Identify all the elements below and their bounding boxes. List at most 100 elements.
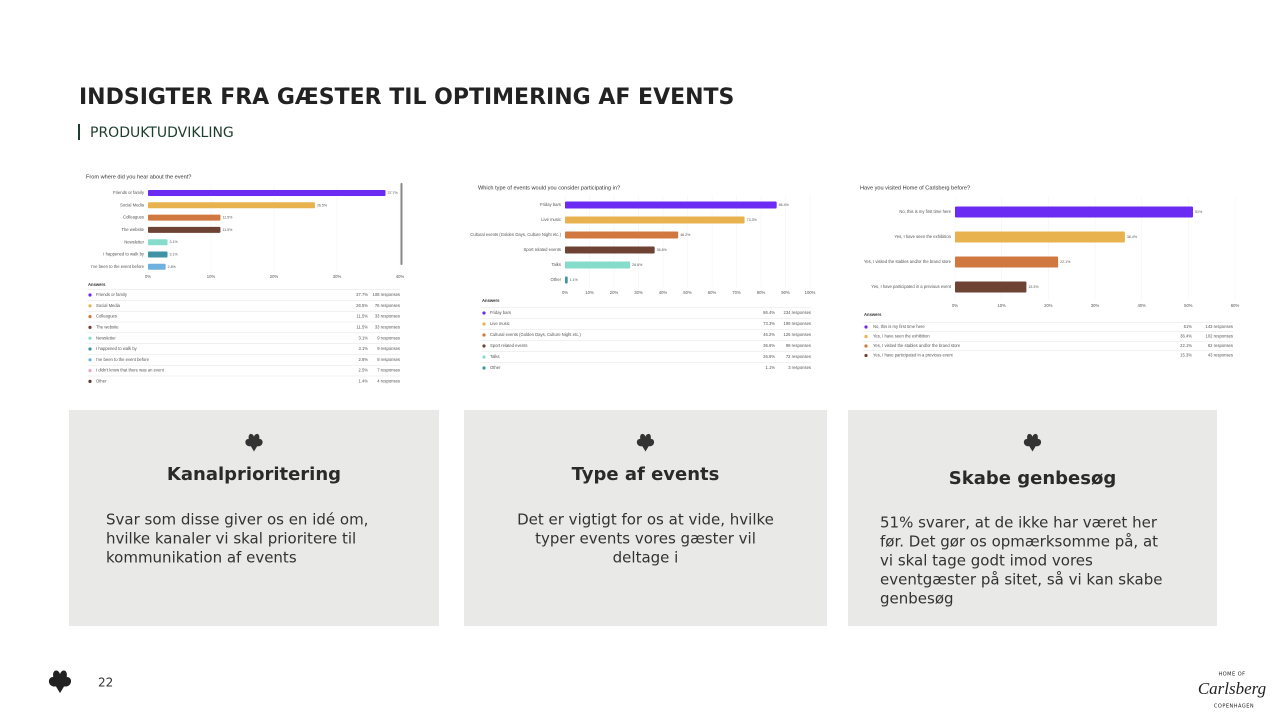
bar [565,276,568,284]
table-header: Answers [864,312,882,317]
table-responses: 33 responses [375,314,400,319]
table-percent: 46.2% [763,332,775,337]
table-header: Answers [482,298,500,303]
chart-title: From where did you hear about the event? [86,174,191,180]
value-label: 11.5% [222,228,233,232]
bar [148,251,168,258]
logo-top: HOME OF [1218,672,1245,678]
bar [148,214,221,221]
bar [565,261,631,269]
card-text: typer events vores gæster vil [535,530,756,548]
card-text: hvilke kanaler vi skal prioritere til [106,530,356,548]
table-responses: 4 responses [377,379,400,384]
category-label: Yes, I visited the stables and/or the br… [864,259,952,264]
card-text: deltage i [613,549,679,567]
legend-dot [864,344,868,348]
slide-subtitle: PRODUKTUDVIKLING [90,125,234,141]
table-answer: Friday bars [490,310,511,315]
value-label: 22.1% [1060,260,1071,264]
card-text: før. Det gør os opmærksomme på, at [880,533,1158,551]
table-percent: 15.3% [1180,353,1192,358]
category-label: I've been to the event before [91,264,145,269]
card-text: 51% svarer, at de ikke har været her [880,514,1158,532]
x-tick-label: 10% [997,303,1006,308]
category-label: Live music [541,217,561,222]
x-tick-label: 20% [270,274,279,279]
table-responses: 7 responses [377,368,400,373]
table-responses: 43 responses [1208,353,1233,358]
value-label: 86.4% [779,203,790,207]
table-answer: The website [96,325,119,330]
bar [565,216,745,224]
x-tick-label: 100% [805,290,816,295]
table-answer: I didn't know that there was an event [96,368,165,373]
table-answer: Yes, I have participated in a previous e… [873,353,954,358]
table-percent: 26.6% [763,354,775,359]
bar [148,190,386,196]
table-answer: Newsletter [96,335,116,340]
value-label: 36.4% [1127,235,1138,239]
table-percent: 2.8% [358,357,368,362]
bar [955,206,1193,218]
logo-bottom: COPENHAGEN [1214,704,1254,710]
table-answer: Other [490,365,501,370]
hop-icon [636,433,655,452]
category-label: Other [551,277,562,282]
legend-dot [482,311,486,315]
bar [955,281,1027,293]
value-label: 1.1% [570,278,579,282]
category-label: Newsletter [124,239,144,244]
value-label: 2.8% [168,265,177,269]
bar [565,231,679,239]
legend-dot [88,369,92,373]
legend-dot [88,336,92,340]
x-tick-label: 10% [207,274,216,279]
x-tick-label: 0% [952,303,958,308]
legend-dot [864,325,868,329]
table-responses: 143 responses [1206,324,1233,329]
value-label: 36.6% [657,248,668,252]
x-tick-label: 80% [757,290,766,295]
page-number: 22 [98,676,113,690]
x-tick-label: 20% [1044,303,1053,308]
table-percent: 11.5% [356,325,368,330]
table-answer: I've been to the event before [96,357,150,362]
table-percent: 11.5% [356,314,368,319]
table-percent: 1.4% [358,379,368,384]
legend-dot [88,293,92,297]
bar [148,226,221,233]
value-label: 26.6% [632,263,643,267]
legend-dot [482,344,486,348]
table-percent: 51% [1184,324,1193,329]
bar [148,263,166,270]
table-responses: 76 responses [375,303,400,308]
category-label: Sport related events [524,247,561,252]
table-percent: 2.5% [358,368,368,373]
x-tick-label: 50% [683,290,692,295]
x-tick-label: 50% [1184,303,1193,308]
table-answer: Live music [490,321,510,326]
legend-dot [88,347,92,351]
table-answer: Talks [490,354,500,359]
table-percent: 26.5% [356,303,368,308]
table-answer: Colleagues [96,314,117,319]
card-text: eventgæster på sitet, så vi kan skabe [880,571,1162,589]
legend-dot [864,353,868,358]
x-tick-label: 40% [396,274,405,279]
category-label: Friday bars [540,202,561,207]
table-responses: 72 responses [786,354,811,359]
legend-dot [88,325,92,329]
table-percent: 37.7% [356,292,368,297]
bar [565,246,655,254]
chart-title: Which type of events would you consider … [478,185,620,191]
legend-dot [88,358,92,362]
legend-dot [482,366,486,370]
category-label: Social Media [120,202,145,207]
table-responses: 3 responses [788,365,811,370]
category-label: Cultural events (Golden Days, Culture Ni… [470,232,561,237]
x-tick-label: 0% [562,290,568,295]
table-responses: 99 responses [786,343,811,348]
category-label: Colleagues [123,215,144,220]
x-tick-label: 30% [1091,303,1100,308]
